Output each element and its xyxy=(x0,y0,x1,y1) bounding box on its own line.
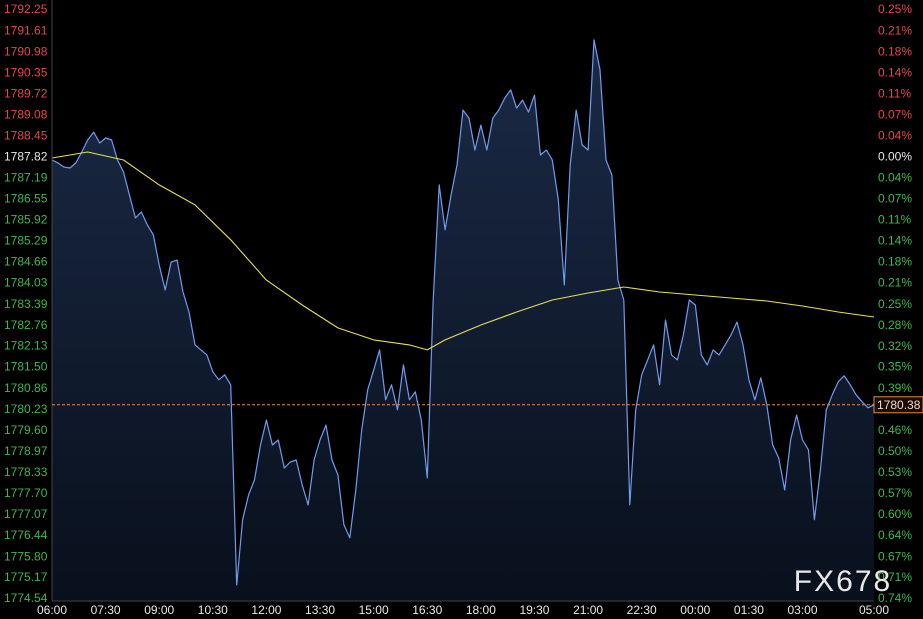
y2-tick-label: 0.32% xyxy=(878,339,912,353)
x-tick-label: 13:30 xyxy=(305,603,335,617)
y2-tick-label: 0.07% xyxy=(878,192,912,206)
current-price-label: 1780.38 xyxy=(877,398,921,412)
y2-tick-label: 0.21% xyxy=(878,276,912,290)
y-tick-label: 1785.29 xyxy=(4,234,48,248)
y-tick-label: 1790.98 xyxy=(4,44,48,58)
y2-tick-label: 0.74% xyxy=(878,591,912,605)
y-tick-label: 1787.19 xyxy=(4,170,48,184)
x-tick-label: 15:00 xyxy=(359,603,389,617)
y2-tick-label: 0.11% xyxy=(878,213,911,227)
y-tick-label: 1777.07 xyxy=(4,507,48,521)
y-tick-label: 1782.76 xyxy=(4,318,48,332)
y2-tick-label: 0.14% xyxy=(878,65,912,79)
x-tick-label: 12:00 xyxy=(251,603,281,617)
y-tick-label: 1791.61 xyxy=(4,23,48,37)
watermark: FX678 xyxy=(794,565,892,598)
y2-tick-label: 0.57% xyxy=(878,486,912,500)
y-tick-label: 1778.97 xyxy=(4,444,48,458)
y-tick-label: 1774.54 xyxy=(4,591,48,605)
y-tick-label: 1788.45 xyxy=(4,129,48,143)
y2-tick-label: 0.53% xyxy=(878,465,912,479)
y-tick-label: 1785.92 xyxy=(4,213,48,227)
y2-tick-label: 0.35% xyxy=(878,360,912,374)
x-tick-label: 06:00 xyxy=(37,603,67,617)
x-tick-label: 07:30 xyxy=(91,603,121,617)
x-tick-label: 05:00 xyxy=(859,603,889,617)
x-tick-label: 00:00 xyxy=(680,603,710,617)
y2-tick-label: 0.07% xyxy=(878,108,912,122)
y-tick-label: 1787.82 xyxy=(4,150,48,164)
current-price-box xyxy=(873,396,923,414)
y2-tick-label: 0.39% xyxy=(878,381,912,395)
y-tick-label: 1783.39 xyxy=(4,297,48,311)
y-tick-label: 1786.55 xyxy=(4,192,48,206)
x-tick-label: 16:30 xyxy=(412,603,442,617)
x-tick-label: 03:00 xyxy=(788,603,818,617)
price-area xyxy=(52,39,874,601)
x-tick-label: 10:30 xyxy=(198,603,228,617)
y2-tick-label: 0.67% xyxy=(878,549,912,563)
y-tick-label: 1782.13 xyxy=(4,339,48,353)
y2-tick-label: 0.04% xyxy=(878,129,912,143)
y-tick-label: 1779.60 xyxy=(4,423,48,437)
price-line xyxy=(51,39,875,586)
x-tick-label: 09:00 xyxy=(144,603,174,617)
y-tick-label: 1777.70 xyxy=(4,486,48,500)
x-tick-label: 01:30 xyxy=(734,603,764,617)
y-tick-label: 1789.72 xyxy=(4,86,48,100)
y2-tick-label: 0.28% xyxy=(878,318,912,332)
y-tick-label: 1775.80 xyxy=(4,549,48,563)
x-tick-label: 18:00 xyxy=(466,603,496,617)
y2-tick-label: 0.18% xyxy=(878,255,912,269)
y2-tick-label: 0.71% xyxy=(878,570,912,584)
y2-tick-label: 0.04% xyxy=(878,170,912,184)
x-tick-label: 22:30 xyxy=(627,603,657,617)
y-tick-label: 1784.66 xyxy=(4,255,48,269)
y2-tick-label: 0.00% xyxy=(878,150,912,164)
y2-tick-label: 0.64% xyxy=(878,528,912,542)
y2-tick-label: 0.60% xyxy=(878,507,912,521)
y-tick-label: 1790.35 xyxy=(4,65,48,79)
y-tick-label: 1775.17 xyxy=(4,570,48,584)
y2-tick-label: 0.25% xyxy=(878,297,912,311)
y-tick-label: 1792.25 xyxy=(4,2,48,16)
y-tick-label: 1780.23 xyxy=(4,402,48,416)
y2-tick-label: 0.21% xyxy=(878,23,912,37)
y2-tick-label: 0.14% xyxy=(878,234,912,248)
y2-tick-label: 0.11% xyxy=(878,86,911,100)
y2-tick-label: 0.50% xyxy=(878,444,912,458)
x-tick-label: 21:00 xyxy=(573,603,603,617)
y2-tick-label: 0.46% xyxy=(878,423,912,437)
y-tick-label: 1789.08 xyxy=(4,108,48,122)
y-tick-label: 1776.44 xyxy=(4,528,48,542)
moving-average-line xyxy=(51,151,875,351)
y2-tick-label: 0.25% xyxy=(878,2,912,16)
x-tick-label: 19:30 xyxy=(519,603,549,617)
y-tick-label: 1778.33 xyxy=(4,465,48,479)
y2-tick-label: 0.18% xyxy=(878,44,912,58)
y-tick-label: 1780.86 xyxy=(4,381,48,395)
plot-area xyxy=(51,39,875,601)
y-tick-label: 1784.03 xyxy=(4,276,48,290)
y-tick-label: 1781.50 xyxy=(4,360,48,374)
